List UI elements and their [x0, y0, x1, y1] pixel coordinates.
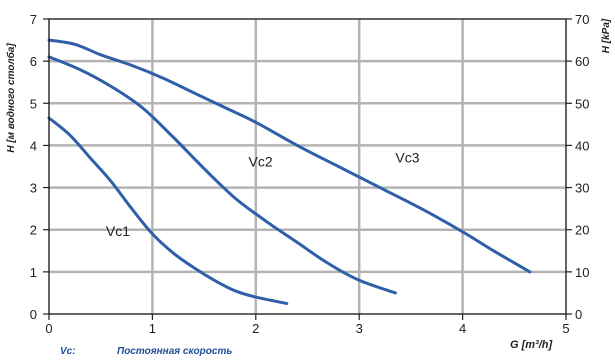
y-tick-label-right: 0: [575, 307, 582, 322]
curve-vc2: [47, 55, 397, 295]
x-tick-label: 2: [252, 321, 259, 336]
x-tick-label: 4: [459, 321, 466, 336]
curve-label-vc2: Vc2: [249, 154, 273, 170]
y-axis-title-right: H [kPa]: [601, 18, 612, 53]
tick-marks: [43, 18, 572, 320]
y-tick-label-right: 70: [575, 12, 589, 27]
curve-vc1: [47, 116, 289, 305]
x-axis-title: G [m³/h]: [510, 339, 552, 351]
x-tick-label: 0: [45, 321, 52, 336]
y-tick-label-left: 5: [30, 96, 37, 111]
x-tick-label: 1: [149, 321, 156, 336]
y-tick-label-left: 0: [30, 307, 37, 322]
plot-frame: [48, 18, 567, 315]
y-tick-label-right: 60: [575, 54, 589, 69]
x-tick-label: 3: [356, 321, 363, 336]
y-tick-label-left: 6: [30, 54, 37, 69]
y-tick-label-right: 30: [575, 181, 589, 196]
y-tick-label-left: 4: [30, 138, 37, 153]
footnote-key: Vc:: [60, 346, 76, 357]
y-tick-label-right: 40: [575, 138, 589, 153]
y-tick-label-left: 1: [30, 265, 37, 280]
y-tick-label-right: 20: [575, 223, 589, 238]
y-tick-label-left: 7: [30, 12, 37, 27]
curve-label-vc1: Vc1: [106, 223, 130, 239]
curve-vc3: [47, 38, 532, 274]
y-tick-label-right: 10: [575, 265, 589, 280]
y-tick-label-left: 3: [30, 181, 37, 196]
footnote-text: Постоянная скорость: [117, 346, 233, 357]
x-tick-label: 5: [562, 321, 569, 336]
curve-label-vc3: Vc3: [395, 149, 419, 165]
axis-titles: H [м водного столба] H [kPa] G [m³/h]: [5, 18, 612, 351]
pump-curves: [47, 38, 532, 305]
y-tick-label-left: 2: [30, 223, 37, 238]
y-axis-title-left: H [м водного столба]: [5, 43, 17, 153]
y-tick-label-right: 50: [575, 96, 589, 111]
grid-lines: [49, 19, 566, 314]
